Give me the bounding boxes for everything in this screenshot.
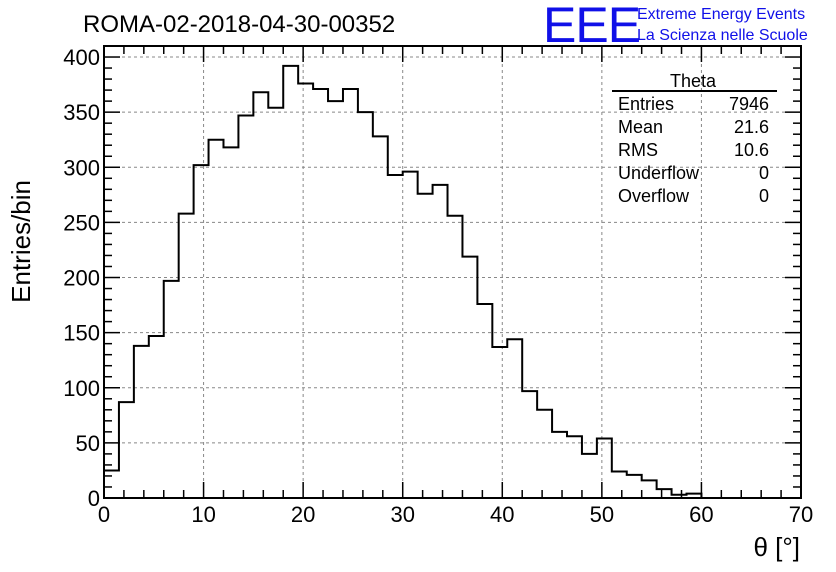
stats-rows: Entries 7946 Mean 21.6 RMS 10.6 Underflow 0 Over…: [618, 94, 769, 206]
x-tick-labels: 0 10 20 30 40 50 60 70: [98, 502, 813, 527]
x-tick-label: 10: [191, 502, 215, 527]
stats-label: Entries: [618, 94, 674, 114]
y-tick-label: 100: [63, 376, 100, 401]
x-tick-label: 50: [590, 502, 614, 527]
logo-line-2: La Scienza nelle Scuole: [637, 27, 808, 44]
stats-value: 7946: [729, 94, 769, 114]
logo-line-1: Extreme Energy Events: [637, 6, 805, 23]
stats-box: Theta Entries 7946 Mean 21.6 RMS 10.6 Underflo…: [612, 71, 777, 206]
stats-value: 10.6: [734, 140, 769, 160]
y-tick-label: 300: [63, 155, 100, 180]
x-tick-label: 0: [98, 502, 110, 527]
stats-label: Mean: [618, 117, 663, 137]
y-tick-label: 50: [76, 431, 100, 456]
stats-value: 0: [759, 186, 769, 206]
y-tick-labels: 0 50 100 150 200 250 300 350 400: [63, 45, 100, 511]
eee-logo: EEE Extreme Energy Events La Scienza nel…: [543, 0, 808, 53]
logo-mark: EEE: [543, 0, 640, 53]
grid: [104, 46, 801, 498]
plot-frame: [103, 45, 802, 499]
stats-label: Overflow: [618, 186, 690, 206]
x-tick-label: 40: [490, 502, 514, 527]
y-axis-label: Entries/bin: [6, 180, 36, 303]
y-tick-label: 400: [63, 45, 100, 70]
x-tick-label: 70: [789, 502, 813, 527]
axis-ticks: [103, 45, 802, 499]
stats-label: Underflow: [618, 163, 700, 183]
y-tick-label: 150: [63, 321, 100, 346]
y-tick-label: 200: [63, 266, 100, 291]
x-axis-label: θ [°]: [753, 532, 800, 562]
stats-label: RMS: [618, 140, 658, 160]
stats-value: 21.6: [734, 117, 769, 137]
stats-value: 0: [759, 163, 769, 183]
x-tick-label: 60: [689, 502, 713, 527]
y-tick-label: 250: [63, 210, 100, 235]
x-tick-label: 30: [390, 502, 414, 527]
y-tick-label: 0: [88, 486, 100, 511]
x-tick-label: 20: [291, 502, 315, 527]
y-tick-label: 350: [63, 100, 100, 125]
histogram-outline: [103, 64, 717, 499]
chart-title: ROMA-02-2018-04-30-00352: [83, 11, 395, 38]
stats-box-title: Theta: [670, 71, 717, 91]
